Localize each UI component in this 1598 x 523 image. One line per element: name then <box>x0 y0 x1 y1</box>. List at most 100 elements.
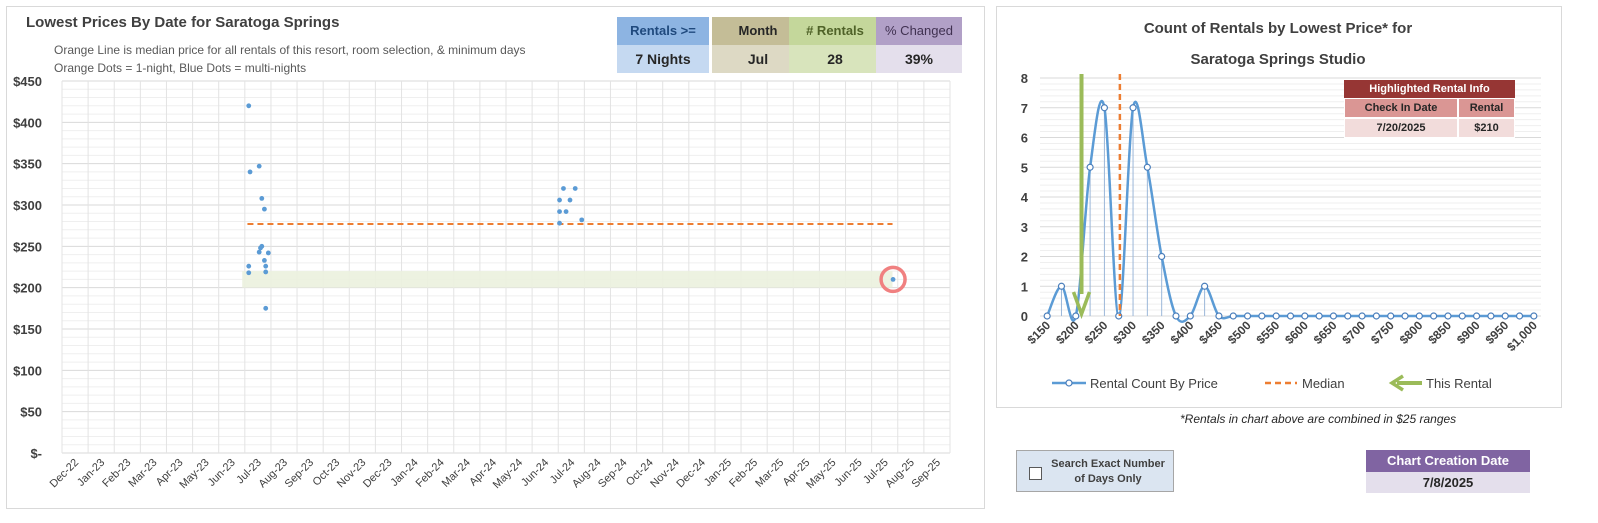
legend-label-median: Median <box>1302 376 1345 391</box>
x-tick-label: $200 <box>1053 318 1082 347</box>
left-chart-subtitle-2: Orange Dots = 1-night, Blue Dots = multi… <box>54 61 307 75</box>
data-point <box>572 186 578 191</box>
y-tick-label: 5 <box>1021 160 1028 175</box>
x-tick-label: $1,000 <box>1504 318 1540 354</box>
x-tick-label: Mar-24 <box>440 457 473 490</box>
chart-creation-date-value: 7/8/2025 <box>1366 472 1530 493</box>
data-point <box>263 263 269 269</box>
stat-label: % Changed <box>876 17 962 45</box>
rental-price-header: Rental Price <box>1458 98 1515 132</box>
data-point <box>246 263 252 269</box>
data-point <box>256 163 262 169</box>
data-point <box>557 220 562 226</box>
x-tick-label: $600 <box>1282 318 1311 347</box>
x-tick-label: Dec-23 <box>361 457 395 491</box>
x-tick-label: Sep-25 <box>909 457 943 491</box>
rental-count-marker <box>1472 312 1481 320</box>
x-tick-label: Dec-22 <box>48 457 82 491</box>
x-tick-label: $400 <box>1168 318 1197 347</box>
stat-value: Jul <box>712 45 804 73</box>
data-point <box>246 270 252 276</box>
stat-value: 28 <box>789 45 881 73</box>
data-point <box>579 217 585 223</box>
rental-count-marker <box>1057 282 1066 290</box>
rental-count-marker <box>1129 104 1137 112</box>
x-tick-label: Dec-24 <box>674 457 708 491</box>
exact-days-checkbox[interactable] <box>1029 467 1042 480</box>
footnote: *Rentals in chart above are combined in … <box>1180 412 1457 426</box>
rental-count-marker <box>1329 312 1338 320</box>
data-point <box>247 169 253 175</box>
rental-count-marker <box>1086 163 1094 171</box>
check-in-date-value: 7/20/2025 <box>1344 118 1458 138</box>
stat-month: Month Jul <box>712 17 804 73</box>
x-tick-label: $300 <box>1110 318 1139 347</box>
x-tick-label: $850 <box>1425 318 1454 347</box>
rental-count-marker <box>1458 312 1466 320</box>
legend-arrow-head <box>1388 374 1404 392</box>
rental-count-marker <box>1201 282 1209 290</box>
data-point <box>265 250 271 256</box>
y-tick-label: 1 <box>1021 279 1028 294</box>
rental-count-marker <box>1172 312 1180 320</box>
exact-days-checkbox-label[interactable]: Search Exact Number of Days Only <box>1051 458 1165 485</box>
exact-days-checkbox-control[interactable]: Search Exact Number of Days Only <box>1016 450 1174 492</box>
stat-rentals-min-nights: Rentals >= 7 Nights <box>617 17 709 73</box>
x-tick-label: May-25 <box>804 457 838 491</box>
rental-count-marker <box>1301 312 1309 320</box>
left-chart-subtitle-1: Orange Line is median price for all rent… <box>54 43 526 57</box>
y-tick-label: 6 <box>1021 131 1028 146</box>
data-point <box>259 243 265 249</box>
rental-count-marker <box>1272 312 1280 320</box>
legend-label-this-rental: This Rental <box>1426 376 1492 391</box>
stat-label: Rentals >= <box>617 17 709 45</box>
x-tick-label: $550 <box>1254 318 1283 347</box>
rental-count-marker <box>1401 312 1409 320</box>
data-point <box>259 195 265 201</box>
data-point <box>557 197 562 203</box>
rental-count-marker <box>1387 312 1395 320</box>
rental-count-marker <box>1100 104 1109 112</box>
y-tick-label: 0 <box>1021 309 1028 324</box>
rental-count-marker <box>1430 312 1438 320</box>
highlight-ring <box>879 265 907 294</box>
rental-count-marker <box>1258 312 1266 320</box>
stat-label: Month <box>712 17 804 45</box>
x-tick-label: $150 <box>1024 318 1053 347</box>
x-tick-label: $250 <box>1082 318 1111 347</box>
stat-value: 39% <box>876 45 962 73</box>
data-point <box>262 206 267 212</box>
x-tick-label: $700 <box>1339 318 1368 347</box>
rental-count-marker <box>1315 312 1323 320</box>
x-tick-label: $800 <box>1397 318 1426 347</box>
rental-count-marker <box>1229 312 1237 320</box>
count-by-price-chart: 0 1 2 3 4 5 6 7 8 $150 $200 $250 $300 $350 $400 $450 $50… <box>1021 71 1541 392</box>
x-tick-label: Jun-23 <box>206 457 238 489</box>
y-tick-label: 3 <box>1021 220 1028 235</box>
left-chart-title: Lowest Prices By Date for Saratoga Sprin… <box>26 14 340 31</box>
y-tick-label: $- <box>30 446 42 461</box>
x-tick-label: Mar-25 <box>753 457 786 490</box>
x-tick-label: $350 <box>1139 318 1168 347</box>
rental-price-value: $210 <box>1458 118 1515 138</box>
rental-count-marker <box>1286 312 1295 320</box>
stat-rental-count: # Rentals 28 <box>789 17 881 73</box>
data-point <box>263 305 269 311</box>
rental-count-marker <box>1344 312 1352 320</box>
data-point <box>557 209 562 215</box>
rental-count-marker <box>1501 312 1509 320</box>
right-chart-title-1: Count of Rentals by Lowest Price* for <box>1143 20 1413 37</box>
chart-creation-date-label: Chart Creation Date <box>1366 450 1530 472</box>
data-point <box>563 209 569 215</box>
check-in-date-header: Check In Date <box>1344 98 1458 118</box>
data-point <box>890 277 896 282</box>
rental-count-marker <box>1072 312 1080 320</box>
price-by-date-chart: $- $50 $100 $150 $200 $250 $300 $350 $400 $450 Dec… <box>13 74 951 491</box>
data-point <box>256 249 262 255</box>
stat-label: # Rentals <box>789 17 881 45</box>
x-tick-label: May-24 <box>491 457 525 491</box>
y-tick-label: $150 <box>13 322 42 337</box>
rental-count-marker <box>1444 312 1452 320</box>
chart-creation-date: Chart Creation Date 7/8/2025 <box>1366 450 1530 493</box>
rental-count-marker <box>1415 312 1423 320</box>
